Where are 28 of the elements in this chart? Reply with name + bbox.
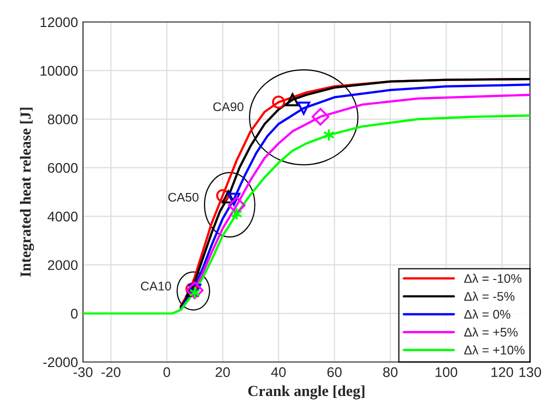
x-tick-label: 80	[383, 367, 398, 378]
y-tick-label: 8000	[48, 114, 78, 124]
legend-label: Δλ = +5%	[464, 327, 518, 337]
x-tick-label: 20	[216, 367, 230, 378]
annotation: CA90	[213, 102, 244, 112]
legend-label: Δλ = 0%	[464, 310, 510, 319]
legend-label: Δλ = -5%	[464, 292, 514, 301]
y-tick-label: 12000	[40, 17, 78, 28]
y-tick-label: 4000	[48, 212, 78, 222]
x-tick-label: 130	[519, 367, 542, 378]
x-tick-label: 0	[163, 367, 170, 378]
x-tick-label: 40	[271, 367, 286, 378]
y-tick-label: 2000	[48, 260, 78, 270]
y-tick-label: 10000	[40, 66, 78, 76]
legend-label: Δλ = +10%	[464, 345, 525, 355]
y-tick-label: 0	[70, 308, 78, 319]
y-tick-label: -2000	[43, 357, 78, 368]
x-tick-label: 100	[436, 367, 458, 378]
x-tick-label: -30	[74, 367, 92, 378]
x-tick-label: -20	[102, 367, 120, 378]
annotation: CA10	[140, 282, 172, 291]
annotation: CA50	[168, 192, 198, 202]
y-axis-title: Integrated heat release [J]	[20, 108, 34, 277]
legend-label: Δλ = -10%	[464, 274, 522, 283]
x-tick-label: 60	[327, 367, 342, 378]
x-tick-label: 120	[492, 367, 514, 378]
y-tick-label: 6000	[48, 163, 78, 173]
x-axis-title: Crank angle [deg]	[248, 385, 364, 400]
